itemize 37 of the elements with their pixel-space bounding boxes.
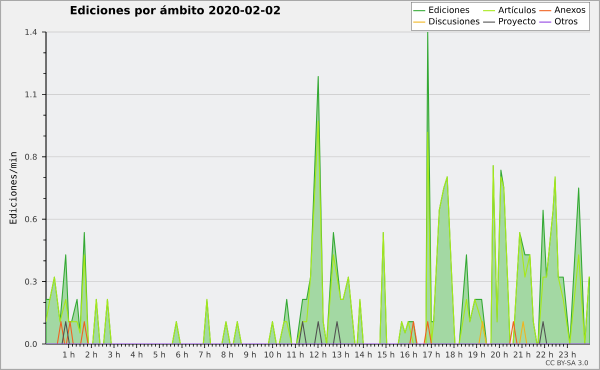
x-tick-label: 4 h — [130, 351, 142, 358]
legend-label: Ediciones — [429, 6, 470, 14]
x-tick-label: 11 h — [287, 351, 304, 358]
y-tick-label: 1.1 — [25, 91, 37, 98]
y-tick-label: 0.0 — [25, 340, 37, 347]
x-tick-label: 22 h — [536, 351, 553, 358]
x-tick-label: 21 h — [514, 351, 530, 358]
y-tick-label: 0.3 — [25, 278, 37, 285]
x-tick-label: 19 h — [468, 351, 485, 358]
x-tick-label: 6 h — [176, 351, 188, 358]
legend-label: Discusiones — [429, 18, 480, 25]
x-tick-label: 7 h — [198, 351, 210, 358]
x-tick-label: 17 h — [423, 351, 440, 358]
legend-label: Proyecto — [499, 18, 536, 26]
legend-label: Anexos — [554, 6, 586, 13]
x-tick-label: 1 h — [63, 351, 74, 358]
y-tick-label: 1.4 — [25, 29, 37, 35]
y-tick-label: 0.8 — [25, 154, 37, 160]
y-tick-label: 0.6 — [25, 216, 37, 222]
x-tick-label: 8 h — [222, 351, 233, 358]
x-tick-label: 3 h — [108, 351, 120, 358]
x-tick-label: 14 h — [355, 351, 372, 358]
y-axis-title: Ediciones/min — [9, 152, 18, 224]
x-tick-label: 12 h — [310, 351, 326, 358]
x-tick-label: 5 h — [154, 351, 165, 358]
x-tick-label: 10 h — [264, 351, 281, 358]
legend-label: Otros — [554, 18, 578, 24]
x-tick-label: 15 h — [378, 351, 394, 358]
x-tick-label: 13 h — [332, 351, 349, 358]
x-tick-label: 2 h — [86, 351, 97, 358]
x-tick-label: 9 h — [244, 351, 256, 358]
legend-label: Artículos — [498, 6, 536, 14]
chart-title: Ediciones por ámbito 2020-02-02 — [70, 5, 280, 17]
x-tick-label: 23 h — [559, 351, 576, 358]
x-tick-label: 20 h — [491, 351, 508, 358]
x-tick-label: 18 h — [446, 351, 462, 358]
x-tick-label: 16 h — [400, 351, 417, 358]
